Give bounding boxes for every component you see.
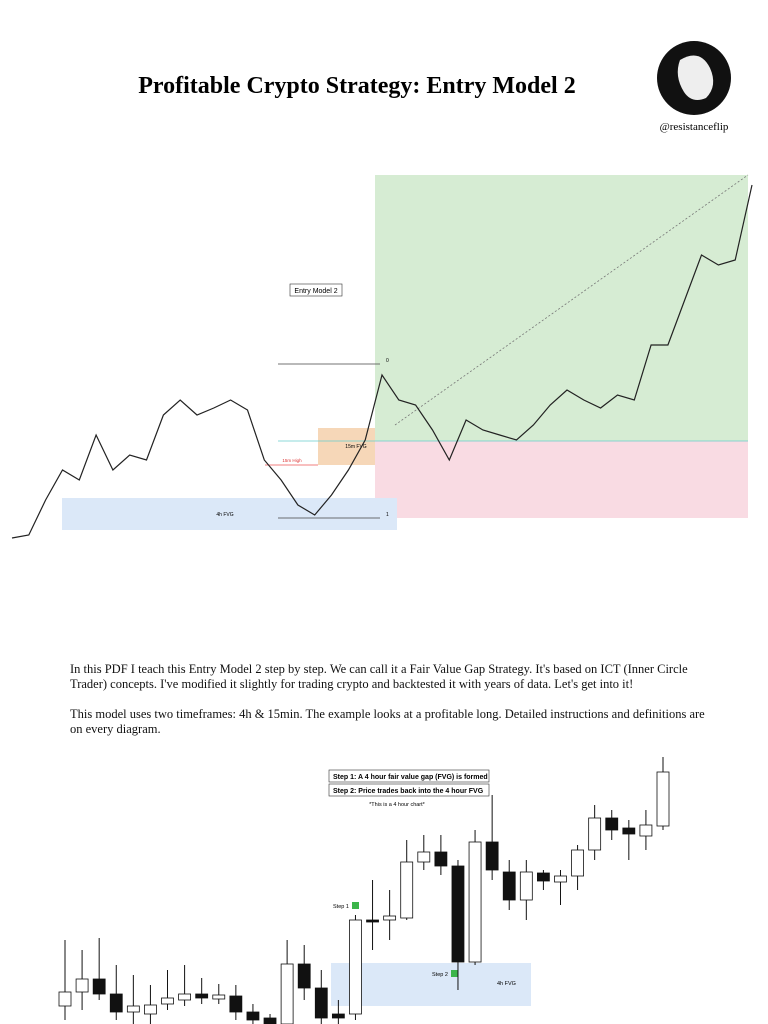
zone-label: 15m FVG bbox=[345, 444, 367, 450]
body-text: In this PDF I teach this Entry Model 2 s… bbox=[70, 662, 710, 752]
candle-body bbox=[605, 817, 619, 831]
candle-body bbox=[314, 987, 328, 1019]
candle-body bbox=[58, 991, 72, 1007]
zone-label: 4h FVG bbox=[216, 512, 233, 518]
check bbox=[451, 970, 458, 977]
check bbox=[352, 902, 359, 909]
step-text: Step 1: A 4 hour fair value gap (FVG) is… bbox=[333, 774, 488, 781]
candle-body bbox=[246, 1011, 260, 1021]
candle-body bbox=[280, 963, 294, 1024]
fib-label: 1 bbox=[386, 512, 389, 518]
paragraph: This model uses two timeframes: 4h & 15m… bbox=[70, 707, 705, 736]
candle-body bbox=[400, 861, 414, 919]
candle-body bbox=[109, 993, 123, 1013]
candle-body bbox=[229, 995, 243, 1013]
candle-body bbox=[92, 978, 106, 995]
candle-body bbox=[366, 919, 379, 923]
figure-label: Entry Model 2 bbox=[294, 288, 337, 295]
step-text: Step 2: Price trades back into the 4 hou… bbox=[333, 788, 484, 795]
candle-body bbox=[639, 824, 653, 837]
candle-body bbox=[622, 827, 636, 835]
step-tag: Step 1 bbox=[333, 904, 349, 910]
fvg-15m-zone bbox=[318, 428, 375, 465]
candle-body bbox=[554, 875, 567, 883]
candle-body bbox=[195, 993, 209, 999]
step-tag: Step 2 bbox=[432, 972, 448, 978]
label-box bbox=[289, 283, 343, 297]
logo-face bbox=[677, 55, 714, 100]
candle-body bbox=[75, 978, 89, 993]
candle-body bbox=[588, 817, 602, 851]
candle-body bbox=[331, 1013, 345, 1019]
step-box bbox=[328, 769, 490, 783]
handle: @resistanceflip bbox=[660, 121, 729, 133]
candle-body bbox=[571, 849, 584, 877]
candle-body bbox=[451, 865, 465, 963]
candle-body bbox=[383, 915, 397, 921]
candle-body bbox=[502, 871, 516, 901]
fvg-4h-zone bbox=[62, 498, 397, 530]
price-line bbox=[11, 184, 753, 539]
title: Profitable Crypto Strategy: Entry Model … bbox=[138, 73, 575, 99]
candle-body bbox=[178, 993, 192, 1001]
candle-body bbox=[519, 871, 533, 901]
candle-body bbox=[485, 841, 499, 871]
target-line bbox=[394, 174, 749, 426]
loss-zone bbox=[375, 441, 748, 518]
zone-label: 15m High bbox=[282, 458, 302, 463]
fib-label: 0 bbox=[386, 358, 389, 364]
paragraph: In this PDF I teach this Entry Model 2 s… bbox=[70, 662, 688, 691]
candle-body bbox=[126, 1005, 140, 1013]
candle-body bbox=[144, 1004, 157, 1015]
candle-body bbox=[212, 994, 226, 1000]
candle-body bbox=[537, 872, 550, 882]
candle-body bbox=[434, 851, 448, 867]
candle-body bbox=[417, 851, 431, 863]
candle-body bbox=[468, 841, 482, 963]
candle-body bbox=[297, 963, 311, 989]
figure-2: Step 1: A 4 hour fair value gap (FVG) is… bbox=[58, 757, 670, 1024]
figure-1: Entry Model 2 15m FVG 15m High 4h FVG 0 … bbox=[11, 174, 753, 539]
profit-zone bbox=[375, 175, 748, 441]
zone-label: 4h FVG bbox=[497, 981, 516, 987]
note: *This is a 4 hour chart* bbox=[369, 802, 425, 808]
candle-body bbox=[161, 997, 174, 1005]
candle-body bbox=[263, 1017, 277, 1024]
fvg-zone bbox=[331, 963, 531, 1006]
candle-body bbox=[349, 919, 362, 1015]
step-box bbox=[328, 783, 490, 797]
candle-body bbox=[656, 771, 670, 827]
